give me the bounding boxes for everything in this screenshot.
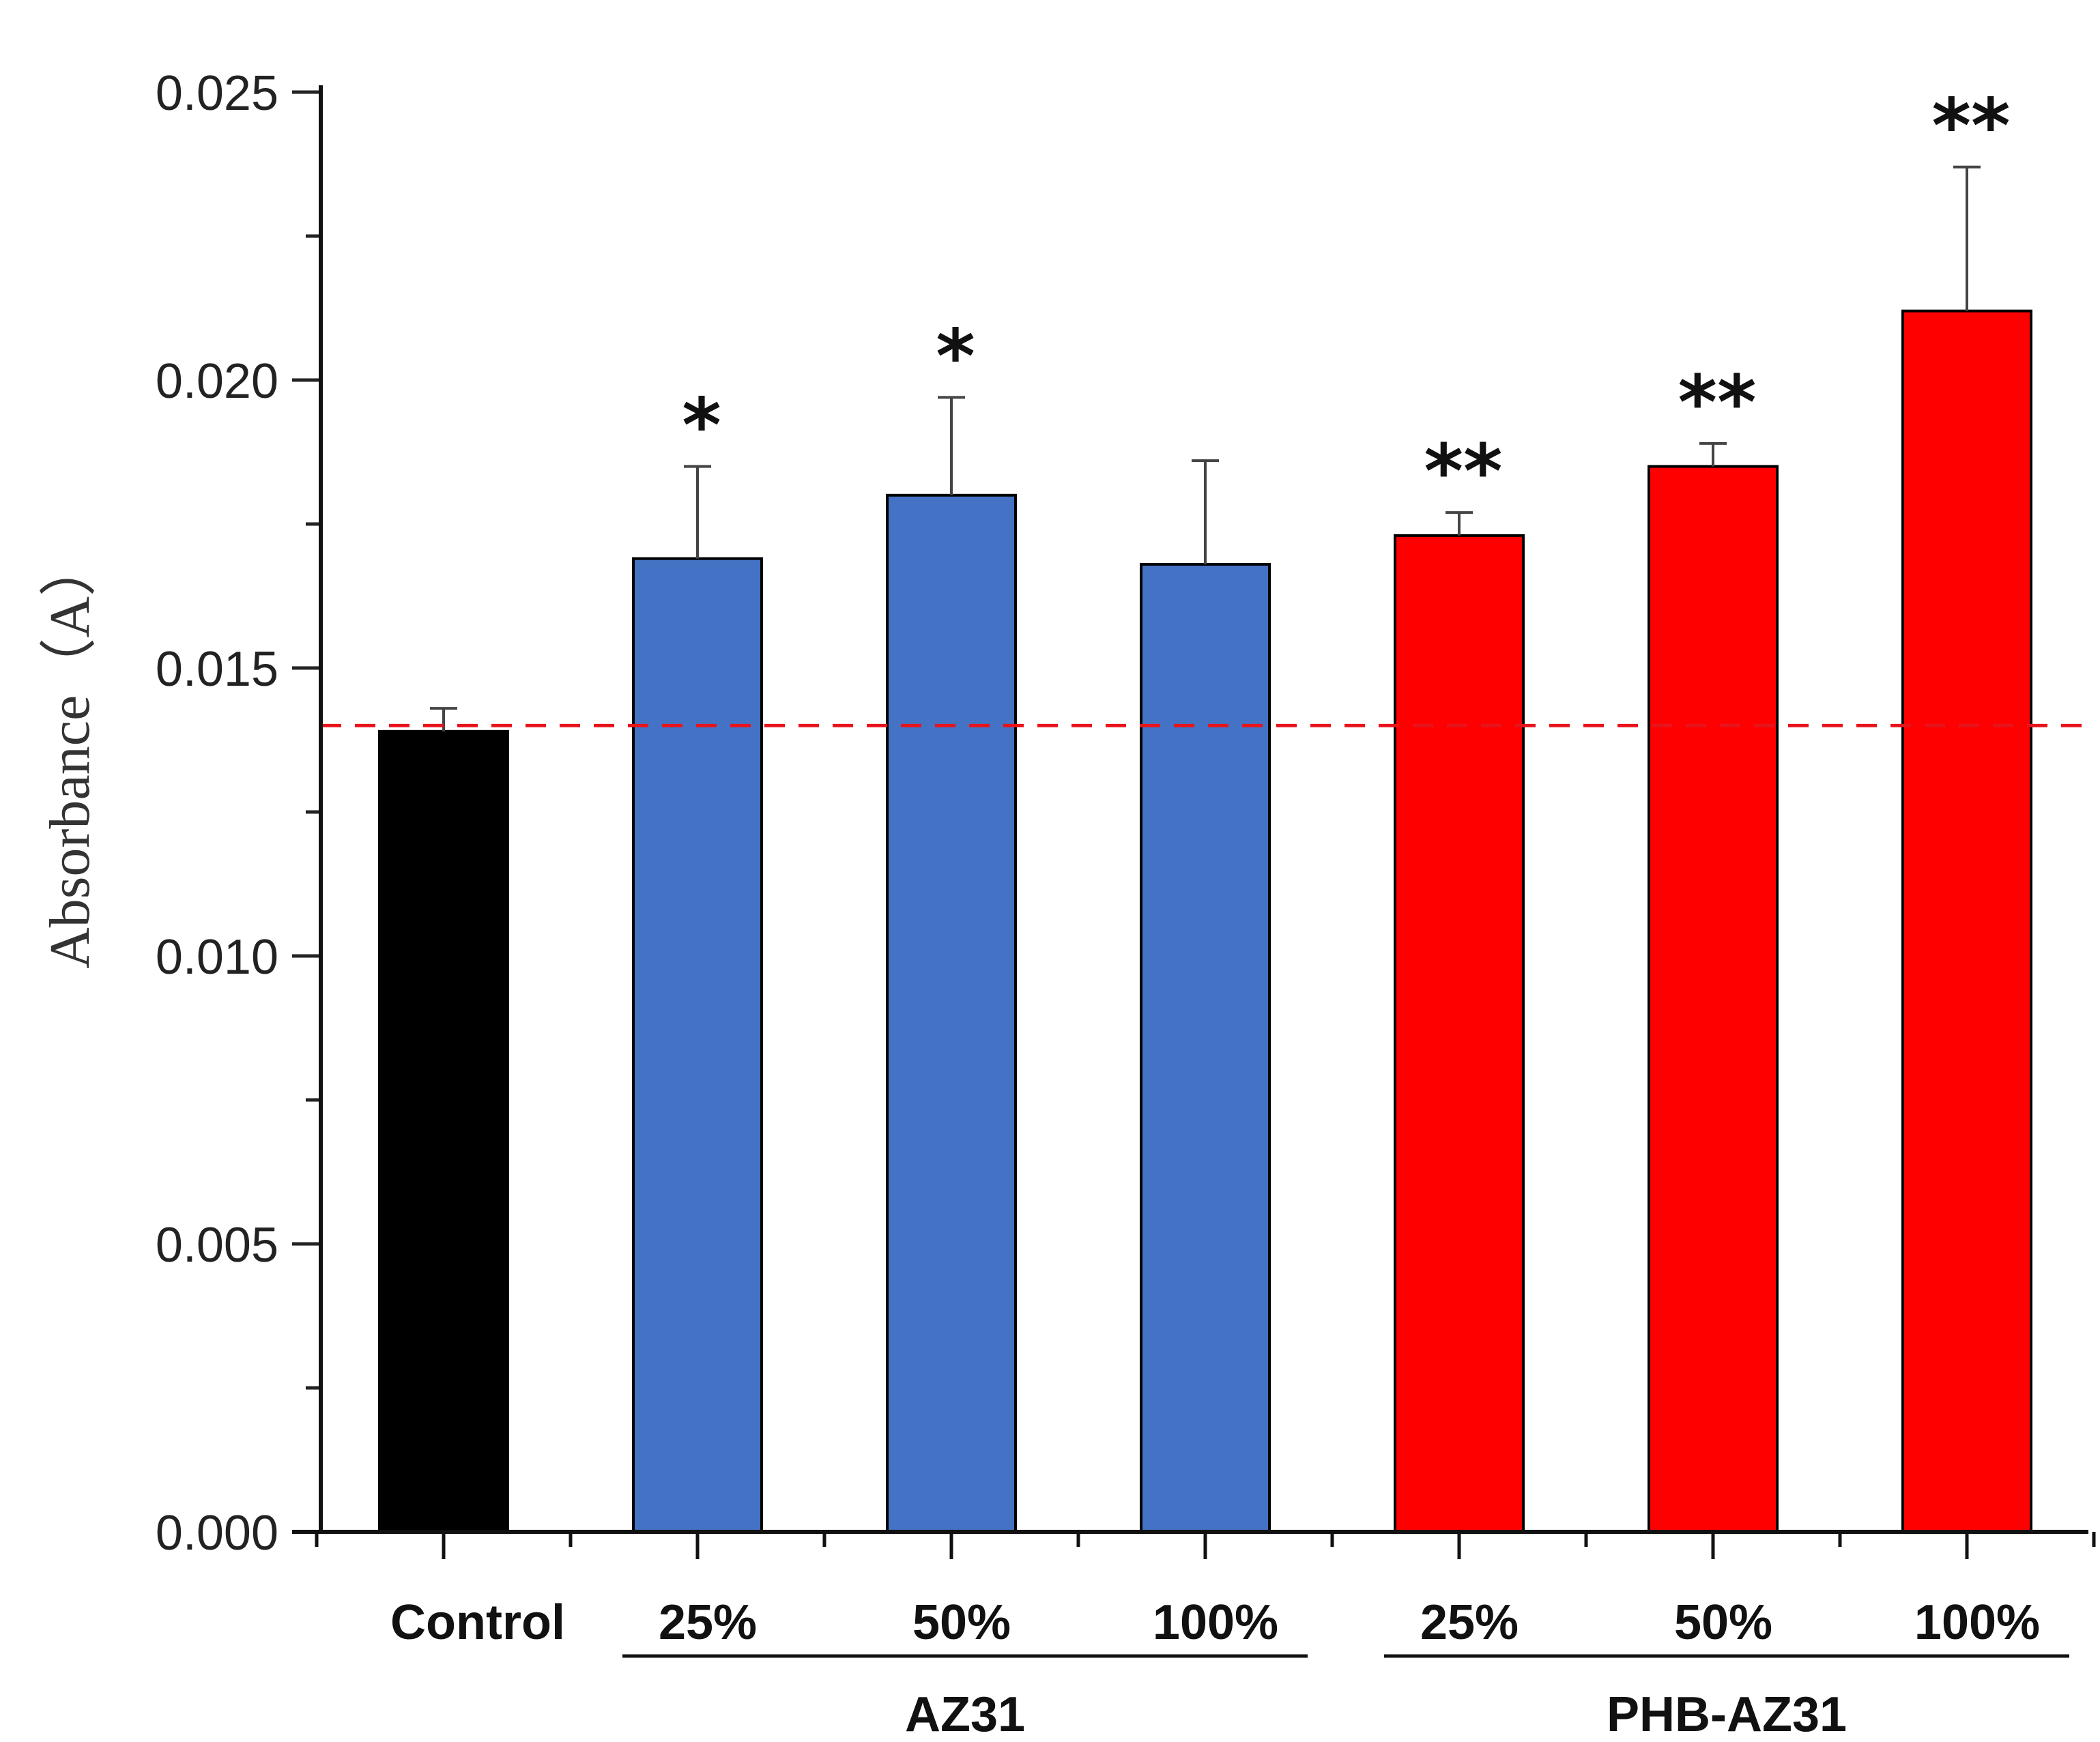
group-label: PHB-AZ31 [1607,1687,1847,1742]
bars [378,309,2032,1534]
y-axis-label: Absorbance（A） [38,539,102,969]
x-tick-label: 50% [912,1595,1011,1650]
x-tick-label: 50% [1674,1595,1772,1650]
x-axis-labels: Control 25% 50% 100% 25% 50% 100% [390,1595,2040,1650]
x-tick-label: Control [390,1595,565,1650]
bar [1394,534,1525,1533]
x-tick-label: 100% [1153,1595,1278,1650]
axes [292,85,2096,1559]
significance-label: ** [1931,83,2010,170]
y-tick-label: 0.025 [156,66,278,121]
x-tick-label: 25% [1420,1595,1519,1650]
y-tick-label: 0.010 [156,930,278,985]
error-bars [430,165,1981,731]
significance-label: * [936,313,975,400]
bar [1648,465,1779,1533]
bar [1901,309,2032,1534]
y-tick-label: 0.020 [156,354,278,409]
bar [886,493,1017,1533]
significance-label: * [682,382,721,469]
group-label: AZ31 [905,1687,1025,1742]
bar [378,729,509,1533]
y-axis-ticks: 0.000 0.005 0.010 0.015 0.020 0.025 [156,66,321,1560]
bar [1140,563,1271,1534]
significance-label: ** [1678,359,1756,446]
significance-label: ** [1424,428,1502,515]
y-tick-label: 0.015 [156,642,278,697]
x-tick-label: 100% [1914,1595,2040,1650]
group-labels: AZ31 PHB-AZ31 [622,1654,2069,1742]
y-tick-label: 0.005 [156,1218,278,1273]
x-tick-label: 25% [659,1595,757,1650]
significance-markers: ******** [682,83,2010,515]
bar [632,557,763,1533]
y-tick-label: 0.000 [156,1506,278,1560]
